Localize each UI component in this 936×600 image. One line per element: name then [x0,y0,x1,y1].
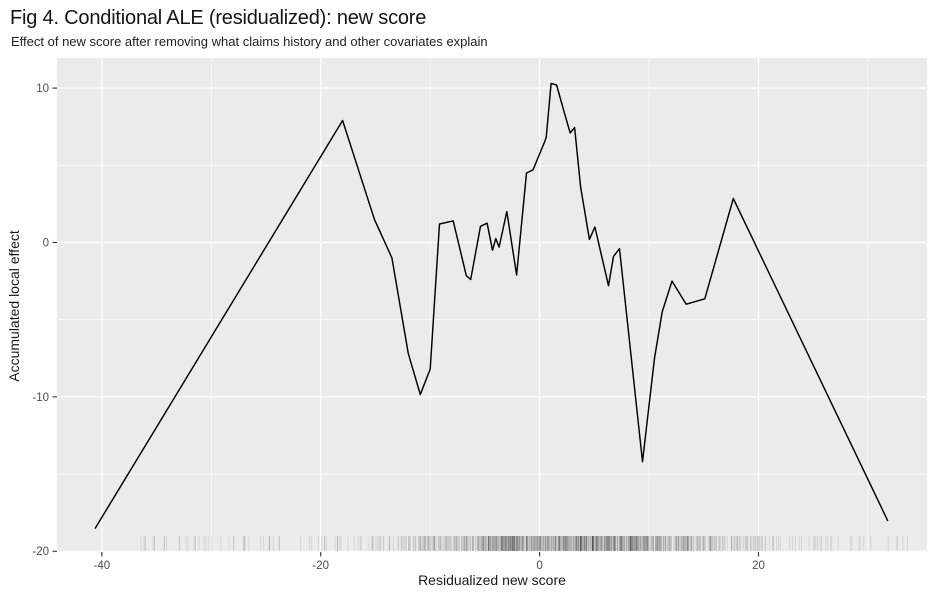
x-tick-label: 0 [536,560,542,572]
figure-title: Fig 4. Conditional ALE (residualized): n… [10,7,427,29]
plot-panel [57,58,927,552]
y-tick-label: 0 [43,237,49,249]
x-axis-title-text: Residualized new score [418,572,566,588]
x-tick-label: -40 [94,560,111,572]
y-tick-label: -10 [32,392,49,404]
figure-subtitle: Effect of new score after removing what … [11,34,488,49]
y-axis-title: Accumulated local effect [6,230,22,382]
rug-marks [140,536,909,551]
y-tick-label: 10 [36,83,49,95]
x-axis-title: Residualized new score [0,572,936,588]
x-tick-label: -20 [312,560,329,572]
y-tick-label: -20 [32,546,49,558]
ale-line [94,82,889,529]
x-tick-label: 20 [752,560,765,572]
